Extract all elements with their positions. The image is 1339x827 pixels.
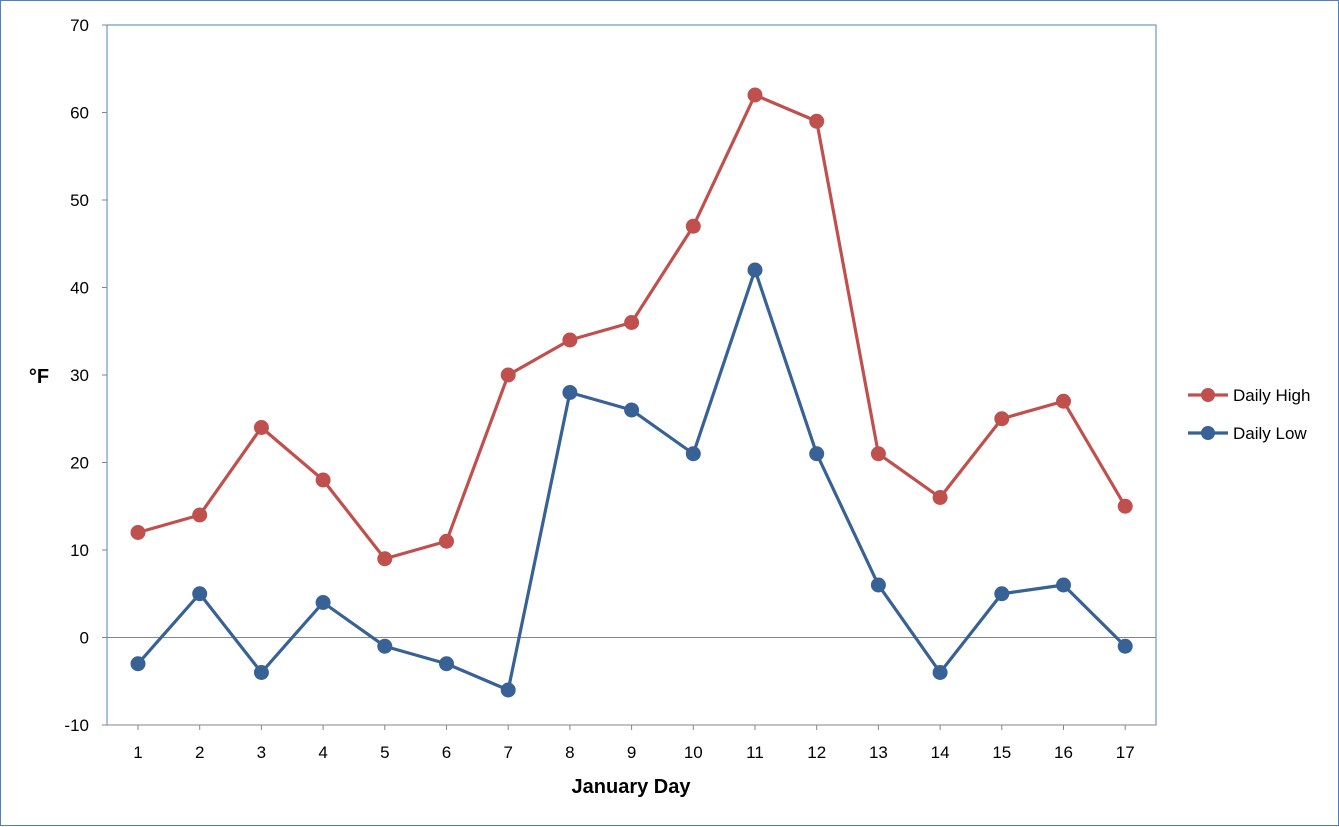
x-tick-label: 8 [565,743,574,762]
y-tick-label: 0 [80,629,89,648]
legend-item: Daily High [1188,386,1310,405]
y-tick-label: 70 [70,16,89,35]
data-point [192,507,208,523]
x-tick-label: 11 [746,743,764,762]
data-point [439,656,454,672]
data-point [1117,638,1133,654]
y-tick-label: 60 [70,104,89,123]
data-point [1117,498,1133,514]
data-point [624,402,640,418]
y-tick-label: 10 [70,541,89,560]
y-tick-label: 40 [70,279,89,298]
plot-area [106,24,1157,726]
x-tick-label: 4 [318,743,327,762]
data-point [747,87,763,103]
series-daily-high [130,87,1133,567]
y-tick-label: -10 [64,716,89,735]
x-tick-label: 9 [627,743,636,762]
series-daily-low [130,262,1133,698]
data-point [1056,393,1071,409]
x-axis-title: January Day [572,776,692,798]
data-point [130,525,146,540]
x-tick-label: 12 [807,743,826,762]
x-tick-label: 16 [1054,743,1073,762]
data-point [932,665,948,680]
x-tick-label: 17 [1116,743,1135,762]
legend-label: Daily Low [1233,424,1307,443]
data-point [253,420,269,435]
x-tick-label: 15 [992,743,1011,762]
legend-marker [1201,388,1215,402]
series-layer [130,87,1133,698]
series-line [136,268,1127,692]
data-point [685,218,701,234]
data-point [315,595,331,610]
data-point [377,551,393,567]
x-tick-label: 7 [503,743,512,762]
legend: Daily High Daily Low [1188,386,1310,443]
y-axis-title: °F [29,366,49,388]
x-tick-label: 10 [684,743,703,762]
data-point [870,446,886,462]
data-point [994,411,1010,427]
x-tick-label: 13 [869,743,888,762]
data-point [624,315,640,330]
data-point [685,446,701,462]
data-point [809,113,825,129]
data-point [500,367,516,383]
data-point [377,638,393,654]
data-point [192,586,208,602]
data-point [932,490,948,505]
data-point [130,656,146,672]
data-point [747,262,763,278]
x-tick-label: 6 [442,743,451,762]
data-point [315,472,331,488]
x-tick-label: 14 [931,743,950,762]
data-point [562,385,578,400]
data-point [439,533,454,549]
x-tick-label: 5 [380,743,389,762]
x-axis: 1 2 3 4 5 6 7 8 9 10 11 12 13 14 15 16 17 [107,724,1156,762]
data-point [1056,577,1071,593]
data-point [809,446,825,462]
x-tick-label: 1 [133,743,142,762]
data-point [994,586,1010,602]
y-tick-label: 30 [70,366,89,385]
x-tick-label: 2 [195,743,204,762]
y-tick-label: 20 [70,454,89,473]
legend-label: Daily High [1233,386,1310,405]
legend-item: Daily Low [1188,424,1307,443]
y-tick-label: 50 [70,191,89,210]
legend-marker [1201,426,1215,440]
y-axis: -10 0 10 20 30 40 50 60 70 [64,16,107,735]
data-point [500,682,516,698]
data-point [562,332,578,348]
data-point [870,577,886,593]
x-tick-label: 3 [257,743,266,762]
data-point [253,665,269,680]
